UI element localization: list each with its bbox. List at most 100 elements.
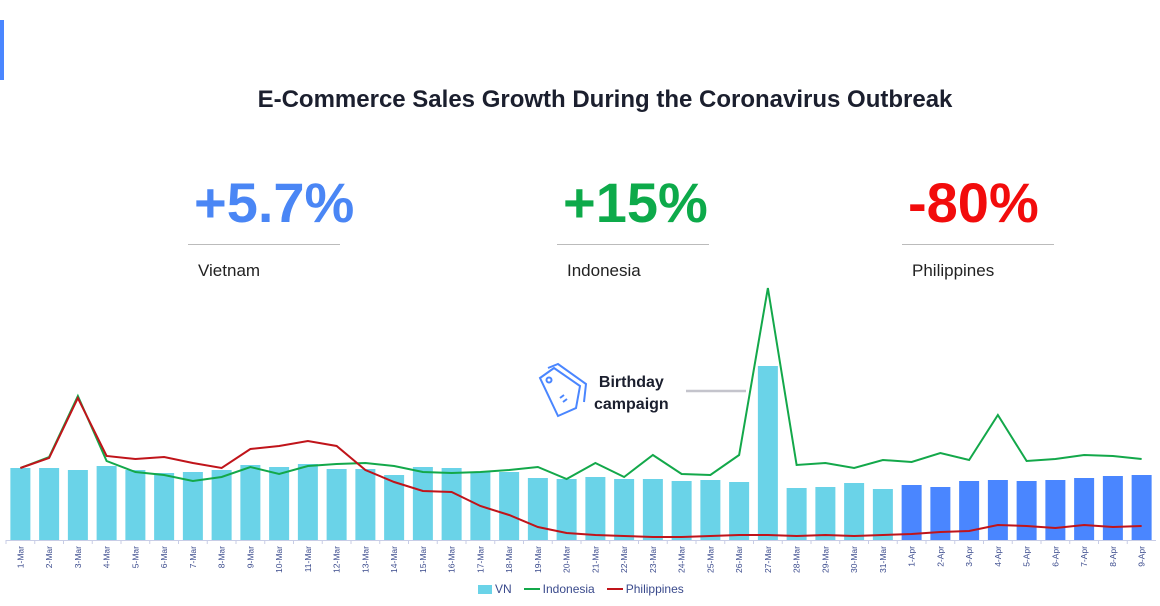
bar-vn-8-Apr xyxy=(1102,476,1123,540)
bar-vn-9-Apr xyxy=(1131,475,1152,540)
x-tick-label: 7-Mar xyxy=(188,546,198,568)
bar-vn-24-Mar xyxy=(671,481,692,540)
x-tick-label: 4-Mar xyxy=(102,546,112,568)
bar-vn-4-Apr xyxy=(987,480,1008,540)
x-tick-label: 3-Mar xyxy=(73,546,83,568)
bar-vn-5-Apr xyxy=(1016,481,1037,540)
bar-vn-21-Mar xyxy=(585,477,606,540)
x-tick-label: 14-Mar xyxy=(389,546,399,573)
x-tick-label: 4-Apr xyxy=(993,546,1003,567)
x-tick-label: 10-Mar xyxy=(274,546,284,573)
bar-vn-23-Mar xyxy=(642,479,663,540)
x-tick-label: 30-Mar xyxy=(849,546,859,573)
kpi-philippines: -80% Philippines xyxy=(902,170,1062,281)
bar-vn-22-Mar xyxy=(614,479,635,540)
bar-vn-6-Apr xyxy=(1045,480,1066,540)
x-tick-label: 2-Mar xyxy=(44,546,54,568)
x-tick-label: 23-Mar xyxy=(648,546,658,573)
bar-vn-11-Mar xyxy=(297,464,318,540)
x-tick-label: 9-Mar xyxy=(245,546,255,568)
bar-vn-5-Mar xyxy=(125,470,146,540)
bar-vn-16-Mar xyxy=(441,468,462,540)
bar-vn-9-Mar xyxy=(240,465,261,540)
annotation-line: campaign xyxy=(594,396,669,413)
kpi-value: -80% xyxy=(908,171,1039,234)
kpi-value: +5.7% xyxy=(194,171,355,234)
bar-vn-26-Mar xyxy=(729,482,750,540)
bar-vn-20-Mar xyxy=(556,479,577,540)
legend-item-indonesia: Indonesia xyxy=(523,582,595,596)
bar-vn-25-Mar xyxy=(700,480,721,540)
x-tick-label: 28-Mar xyxy=(792,546,802,573)
annotation-birthday-campaign: Birthday campaign xyxy=(594,372,669,416)
bar-vn-31-Mar xyxy=(872,489,893,540)
x-tick-label: 1-Mar xyxy=(15,546,25,568)
x-tick-label: 8-Mar xyxy=(217,546,227,568)
kpi-vietnam: +5.7% Vietnam xyxy=(188,170,355,281)
bar-vn-7-Apr xyxy=(1074,478,1095,540)
bar-vn-1-Apr xyxy=(901,485,922,540)
legend-item-philippines: Philippines xyxy=(606,582,684,596)
bar-vn-29-Mar xyxy=(815,487,836,540)
x-tick-label: 6-Mar xyxy=(159,546,169,568)
bar-vn-12-Mar xyxy=(326,469,347,540)
x-tick-label: 5-Mar xyxy=(130,546,140,568)
bar-vn-8-Mar xyxy=(211,470,232,540)
x-tick-label: 3-Apr xyxy=(964,546,974,567)
x-tick-label: 21-Mar xyxy=(590,546,600,573)
bar-vn-18-Mar xyxy=(499,472,520,540)
bar-vn-4-Mar xyxy=(96,466,117,540)
price-tags-icon xyxy=(538,362,588,418)
annotation-line: Birthday xyxy=(598,374,664,391)
bar-vn-2-Apr xyxy=(930,487,951,540)
bar-vn-13-Mar xyxy=(355,469,376,540)
bar-vn-1-Mar xyxy=(10,468,31,540)
x-tick-label: 16-Mar xyxy=(447,546,457,573)
x-tick-label: 15-Mar xyxy=(418,546,428,573)
divider xyxy=(557,244,709,245)
bar-vn-14-Mar xyxy=(384,475,405,540)
x-tick-label: 9-Apr xyxy=(1137,546,1147,567)
kpi-label: Indonesia xyxy=(567,261,641,280)
line-indonesia xyxy=(20,287,1142,483)
x-tick-label: 17-Mar xyxy=(475,546,485,573)
x-tick-label: 2-Apr xyxy=(935,546,945,567)
bar-vn-3-Apr xyxy=(959,481,980,540)
legend-item-vn: VN xyxy=(478,582,512,596)
legend: VN Indonesia Philippines xyxy=(478,582,684,596)
chart-title: E-Commerce Sales Growth During the Coron… xyxy=(257,86,953,113)
x-tick-label: 24-Mar xyxy=(677,546,687,573)
x-tick-label: 1-Apr xyxy=(907,546,917,567)
accent-bar xyxy=(0,20,4,80)
bar-vn-7-Mar xyxy=(182,472,203,540)
x-tick-label: 6-Apr xyxy=(1050,546,1060,567)
bar-vn-3-Mar xyxy=(67,470,88,540)
x-tick-label: 31-Mar xyxy=(878,546,888,573)
kpi-value: +15% xyxy=(563,171,708,234)
bar-vn-19-Mar xyxy=(527,478,548,540)
x-tick-label: 11-Mar xyxy=(303,546,313,572)
bar-vn-15-Mar xyxy=(412,467,433,540)
x-tick-label: 29-Mar xyxy=(820,546,830,573)
bar-vn-6-Mar xyxy=(154,473,175,540)
x-tick-label: 20-Mar xyxy=(562,546,572,573)
x-tick-label: 18-Mar xyxy=(504,546,514,573)
x-tick-label: 7-Apr xyxy=(1079,546,1089,567)
divider xyxy=(188,244,340,245)
bar-vn-10-Mar xyxy=(269,467,290,540)
x-tick-label: 27-Mar xyxy=(763,546,773,573)
kpi-indonesia: +15% Indonesia xyxy=(557,170,717,281)
x-tick-label: 22-Mar xyxy=(619,546,629,573)
bar-vn-27-Mar xyxy=(757,366,778,540)
bar-vn-28-Mar xyxy=(786,488,807,540)
x-tick-label: 12-Mar xyxy=(332,546,342,573)
bar-vn-30-Mar xyxy=(844,483,865,540)
divider xyxy=(902,244,1054,245)
x-tick-label: 5-Apr xyxy=(1022,546,1032,567)
x-tick-label: 25-Mar xyxy=(705,546,715,573)
x-tick-label: 19-Mar xyxy=(533,546,543,573)
kpi-label: Philippines xyxy=(912,261,995,280)
kpi-label: Vietnam xyxy=(198,261,261,280)
x-tick-label: 8-Apr xyxy=(1108,546,1118,567)
